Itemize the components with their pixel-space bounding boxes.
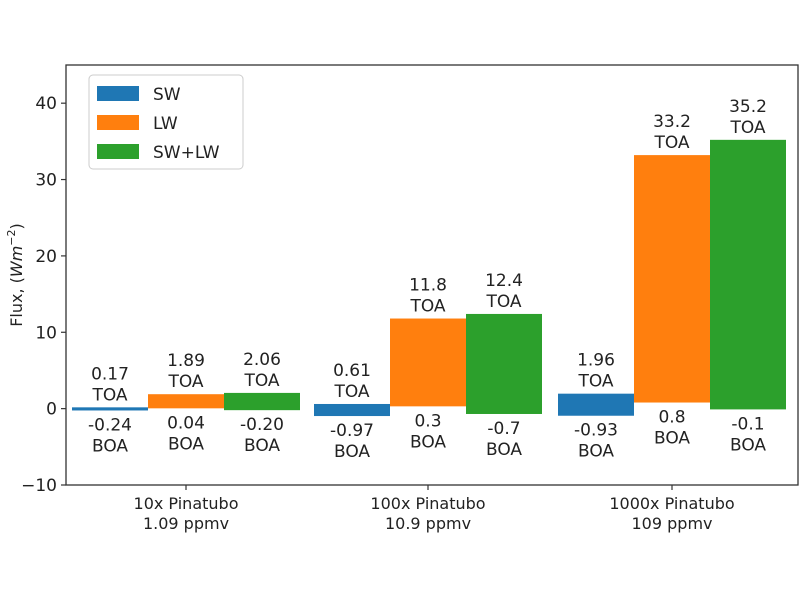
bar-labels-layer: 0.17TOA-0.24BOA1.89TOA0.04BOA2.06TOA-0.2… <box>88 97 767 462</box>
x-tick-label-line2: 109 ppmv <box>632 514 713 533</box>
boa-value-label: -0.1 <box>731 414 764 434</box>
boa-suffix-label: BOA <box>654 429 690 449</box>
y-axis-title-prefix: Flux, ( <box>7 277 26 327</box>
toa-value-label: 1.89 <box>167 351 205 371</box>
x-tick-label-line1: 100x Pinatubo <box>370 494 485 513</box>
legend-label: LW <box>153 114 178 134</box>
bar-lw <box>148 394 224 409</box>
x-tick-label-line1: 1000x Pinatubo <box>609 494 734 513</box>
legend-swatch-lw <box>97 115 139 130</box>
y-axis-title-italic: Wm <box>7 246 26 277</box>
toa-suffix-label: TOA <box>409 297 445 317</box>
boa-suffix-label: BOA <box>92 436 128 456</box>
boa-value-label: -0.20 <box>240 415 284 435</box>
legend-swatch-sw-plus-lw <box>97 144 139 159</box>
y-axis-title-suffix: ) <box>7 223 26 229</box>
toa-suffix-label: TOA <box>91 385 127 405</box>
y-axis-title-sup: −2 <box>5 229 18 245</box>
toa-suffix-label: TOA <box>333 382 369 402</box>
toa-value-label: 0.61 <box>333 361 371 381</box>
y-tick-label: 10 <box>35 323 57 343</box>
toa-suffix-label: TOA <box>167 372 203 392</box>
boa-suffix-label: BOA <box>244 436 280 456</box>
y-tick-label: −10 <box>21 476 57 496</box>
bar-sw <box>558 393 634 416</box>
boa-value-label: 0.8 <box>658 408 685 428</box>
bar-sw-plus-lw <box>224 392 300 411</box>
boa-suffix-label: BOA <box>730 435 766 455</box>
bar-sw <box>72 407 148 411</box>
toa-suffix-label: TOA <box>577 372 613 392</box>
toa-value-label: 1.96 <box>577 351 615 371</box>
toa-value-label: 0.17 <box>91 364 129 384</box>
boa-value-label: 0.3 <box>414 411 441 431</box>
legend-label: SW <box>153 85 181 105</box>
toa-value-label: 35.2 <box>729 97 767 117</box>
toa-value-label: 2.06 <box>243 350 281 370</box>
x-tick-label-line2: 1.09 ppmv <box>143 514 229 533</box>
y-tick-label: 40 <box>35 94 57 114</box>
bar-sw <box>314 403 390 417</box>
plot-frame <box>65 64 799 486</box>
legend: SW LW SW+LW <box>88 74 244 170</box>
boa-value-label: -0.24 <box>88 415 132 435</box>
toa-value-label: 11.8 <box>409 276 447 296</box>
boa-value-label: -0.97 <box>330 421 374 441</box>
boa-suffix-label: BOA <box>578 442 614 462</box>
boa-value-label: -0.93 <box>574 421 618 441</box>
bar-lw <box>634 155 710 403</box>
boa-value-label: -0.7 <box>487 419 520 439</box>
bar-sw-plus-lw <box>710 139 786 410</box>
boa-suffix-label: BOA <box>334 442 370 462</box>
y-tick-label: 30 <box>35 171 57 191</box>
toa-value-label: 12.4 <box>485 271 523 291</box>
toa-suffix-label: TOA <box>243 371 279 391</box>
boa-value-label: 0.04 <box>167 413 205 433</box>
boa-suffix-label: BOA <box>410 432 446 452</box>
legend-swatch-sw <box>97 86 139 101</box>
boa-suffix-label: BOA <box>168 434 204 454</box>
bar-sw-plus-lw <box>466 313 542 414</box>
x-tick-label-line2: 10.9 ppmv <box>385 514 471 533</box>
boa-suffix-label: BOA <box>486 440 522 460</box>
y-axis-title: Flux, (Wm−2) <box>5 223 26 327</box>
y-axis: −10 0 10 20 30 40 <box>21 94 66 496</box>
y-tick-label: 20 <box>35 247 57 267</box>
x-tick-label-line1: 10x Pinatubo <box>134 494 239 513</box>
toa-value-label: 33.2 <box>653 112 691 132</box>
legend-label: SW+LW <box>153 143 220 163</box>
y-tick-label: 0 <box>46 400 57 420</box>
bars-layer <box>72 139 786 417</box>
toa-suffix-label: TOA <box>485 292 521 312</box>
toa-suffix-label: TOA <box>729 118 765 138</box>
toa-suffix-label: TOA <box>653 133 689 153</box>
bar-lw <box>390 318 466 407</box>
